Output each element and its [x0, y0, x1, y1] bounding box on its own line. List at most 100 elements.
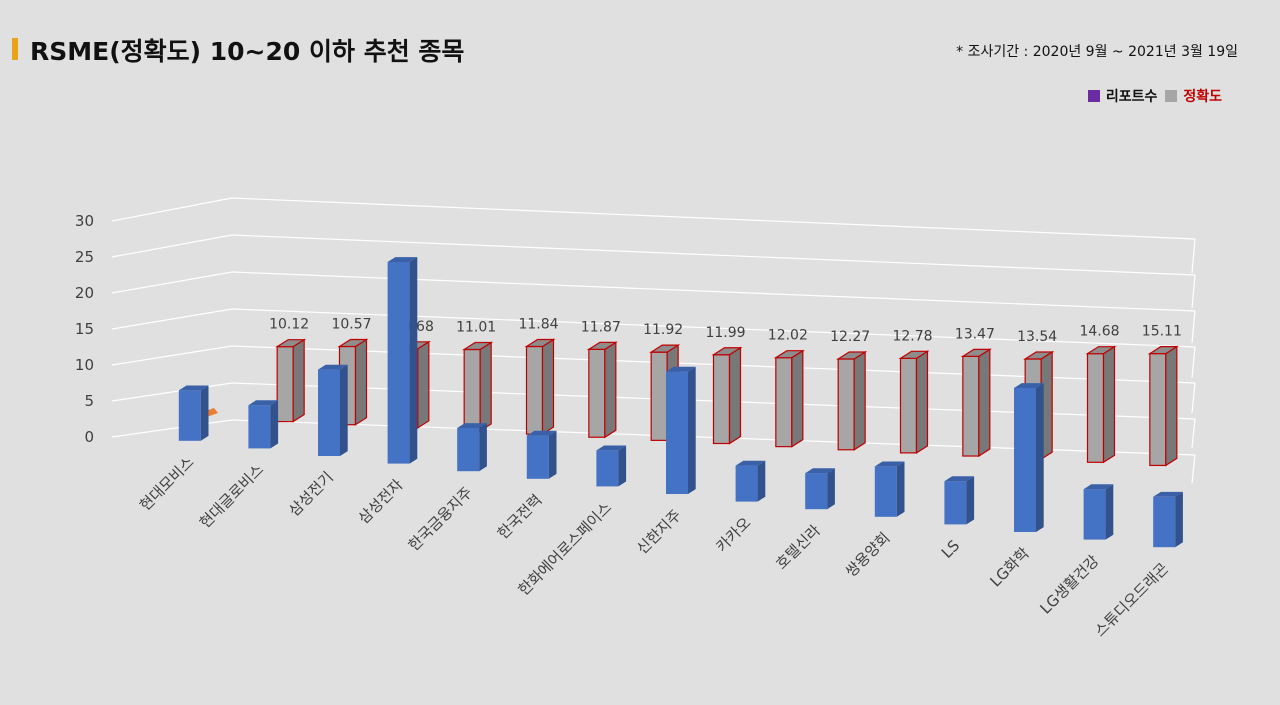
series-accuracy: 10.1210.5710.6811.0111.8411.8711.9211.99…: [269, 316, 1182, 467]
y-tick-label: 10: [75, 356, 94, 374]
legend-label-accuracy: 정확도: [1183, 89, 1222, 105]
reports-bar-top: [805, 468, 835, 474]
accuracy-data-label: 12.27: [830, 329, 870, 345]
survey-period-note: * 조사기간 : 2020년 9월 ~ 2021년 3월 19일: [956, 44, 1238, 60]
accuracy-data-label: 11.99: [705, 325, 745, 341]
gridline-back: [231, 271, 1196, 312]
accuracy-data-label: 10.57: [331, 316, 371, 332]
accuracy-bar-front: [650, 351, 668, 441]
x-tick-label: 쌍용양회: [842, 529, 894, 581]
reports-bar-front: [457, 428, 480, 472]
accuracy-bar-top: [1085, 346, 1117, 355]
accuracy-bar-top: [462, 341, 494, 351]
reports-bar-top: [1014, 383, 1044, 388]
y-tick-label: 25: [75, 248, 94, 266]
gridline-right: [1191, 454, 1196, 484]
accuracy-bar-top: [649, 344, 681, 353]
gridline-back: [231, 197, 1196, 240]
reports-bar-side: [966, 476, 975, 525]
accuracy-bar-front: [962, 355, 980, 457]
reports-bar-front: [178, 390, 201, 441]
y-tick-label: 15: [75, 320, 94, 338]
reports-bar-front: [735, 465, 758, 502]
accuracy-bar-top: [1023, 351, 1055, 360]
x-tick-label: 현대모비스: [136, 453, 198, 515]
accuracy-bar-front: [463, 348, 481, 432]
legend-item-reports: 리포트수: [1087, 86, 1158, 106]
accuracy-bar-front: [712, 354, 731, 445]
accuracy-bar-side: [791, 349, 804, 448]
gridline-right: [1191, 382, 1196, 414]
reports-bar-top: [457, 423, 487, 428]
x-tick-label: 스튜디오드래곤: [1091, 559, 1172, 640]
reports-bar-side: [340, 364, 348, 456]
reports-bar-top: [387, 257, 418, 262]
accuracy-bar-front: [525, 345, 544, 435]
accuracy-bar-front: [837, 358, 855, 451]
reports-bar-side: [1175, 491, 1183, 548]
accuracy-data-label: 10.12: [269, 317, 309, 333]
accuracy-bar-front: [1149, 353, 1167, 467]
gridline-right: [1191, 418, 1196, 449]
gridline-right: [1191, 274, 1196, 309]
reports-bar-side: [827, 468, 835, 510]
reports-bar-side: [409, 257, 418, 464]
reports-bar-front: [805, 473, 828, 510]
reports-bar-top: [178, 385, 209, 391]
y-tick-label: 5: [84, 392, 94, 410]
accuracy-bar-side: [479, 341, 492, 433]
reports-bar-front: [318, 369, 340, 456]
legend: 리포트수 정확도: [1087, 86, 1222, 106]
reports-bar-top: [248, 400, 279, 406]
accuracy-data-label: 11.84: [518, 316, 558, 332]
accuracy-bar-side: [354, 338, 368, 426]
reports-bar-side: [200, 385, 209, 441]
gridline-side: [111, 197, 233, 222]
legend-swatch-accuracy: [1165, 90, 1178, 102]
legend-label-reports: 리포트수: [1105, 89, 1158, 105]
legend-item-accuracy: 정확도: [1165, 86, 1222, 106]
accuracy-bar-side: [541, 338, 555, 436]
accuracy-bar-front: [1086, 353, 1105, 463]
reports-bar-front: [248, 405, 271, 449]
accuracy-data-label: 14.68: [1079, 324, 1119, 340]
reports-bar-side: [479, 423, 487, 472]
accuracy-bar-top: [836, 351, 868, 360]
reports-bar-front: [387, 262, 410, 464]
reports-bar-side: [896, 461, 905, 517]
accuracy-data-label: 11.87: [581, 319, 621, 335]
reports-bar-top: [666, 366, 696, 372]
x-tick-label: 한국전력: [494, 491, 546, 543]
title-accent-bar: [12, 38, 18, 60]
accuracy-bar-front: [899, 357, 918, 454]
reports-bar-front: [526, 435, 549, 479]
reports-bar-side: [548, 430, 557, 479]
accuracy-data-label: 11.92: [643, 322, 683, 338]
x-tick-label: 현대글로비스: [196, 460, 267, 531]
accuracy-data-label: 12.02: [768, 328, 808, 344]
accuracy-bar-side: [417, 340, 430, 429]
gridline-side: [111, 234, 233, 258]
accuracy-bar-front: [588, 348, 606, 438]
accuracy-bar-side: [915, 350, 929, 454]
reports-bar-side: [1036, 383, 1044, 532]
accuracy-bar-front: [775, 357, 793, 448]
reports-bar-front: [666, 371, 688, 494]
reports-bar-top: [735, 460, 766, 466]
series-reports: [178, 257, 1183, 548]
gridline-side: [111, 382, 233, 402]
x-tick-label: 한국금융지주: [405, 483, 476, 554]
x-tick-label: 카카오: [712, 514, 754, 556]
x-tick-label: 삼성전자: [355, 476, 407, 528]
reports-bar-top: [526, 430, 557, 436]
reports-bar-front: [874, 466, 897, 517]
reports-bar-top: [1153, 491, 1183, 497]
accuracy-bar-front: [276, 346, 294, 423]
accuracy-bar-side: [292, 338, 305, 423]
accuracy-bar-side: [604, 341, 617, 439]
accuracy-bar-side: [1102, 345, 1116, 464]
y-tick-label: 20: [75, 284, 94, 302]
accuracy-bar-side: [853, 350, 866, 451]
x-tick-label: 호텔신라: [772, 521, 824, 573]
